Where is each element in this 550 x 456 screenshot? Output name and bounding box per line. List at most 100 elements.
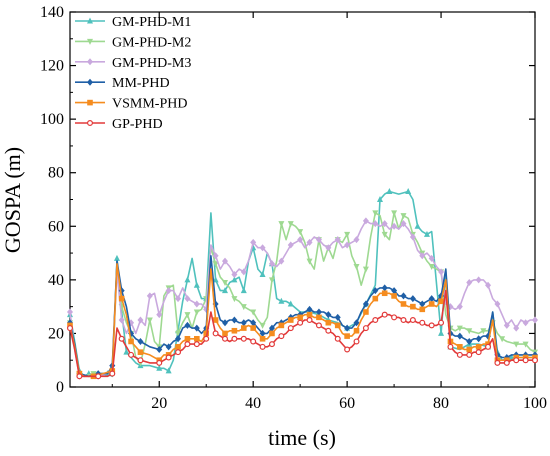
data-point <box>325 244 332 252</box>
data-point <box>381 284 388 292</box>
legend-label: VSMM-PHD <box>112 97 187 112</box>
data-point <box>419 306 426 313</box>
data-point <box>428 322 435 329</box>
legend-marker <box>87 99 93 106</box>
data-point <box>156 364 163 371</box>
data-point <box>499 336 506 343</box>
y-tick-label: 140 <box>40 4 64 21</box>
data-point <box>344 333 350 339</box>
data-point <box>250 238 257 246</box>
data-point <box>353 327 360 334</box>
data-point <box>137 349 144 355</box>
data-point <box>259 322 266 329</box>
data-point <box>381 311 388 318</box>
y-tick-label: 120 <box>40 58 64 75</box>
data-point <box>278 322 285 329</box>
data-point <box>391 222 398 230</box>
legend-label: GM-PHD-M2 <box>112 35 191 50</box>
data-point <box>240 268 247 276</box>
data-point <box>316 314 322 321</box>
data-point <box>118 316 125 324</box>
data-point <box>419 252 426 260</box>
series-gm-phd-m3 <box>67 217 538 380</box>
data-point <box>287 241 294 249</box>
data-point <box>353 338 360 345</box>
data-point <box>193 300 200 308</box>
x-tick-label: 100 <box>523 395 547 412</box>
data-point <box>362 266 369 273</box>
data-point <box>222 257 228 265</box>
data-point <box>344 241 351 249</box>
data-point <box>306 258 313 265</box>
data-point <box>231 296 238 303</box>
data-point <box>259 335 266 342</box>
data-point <box>456 332 463 340</box>
data-point <box>137 316 144 324</box>
data-point <box>165 287 172 295</box>
data-point <box>250 319 257 327</box>
y-tick-label: 40 <box>48 272 64 289</box>
data-point <box>203 335 210 342</box>
data-point <box>231 335 238 342</box>
data-point <box>344 324 351 332</box>
legend-label: GM-PHD-M1 <box>112 15 191 30</box>
data-point <box>123 348 130 355</box>
data-point <box>76 373 83 380</box>
data-point <box>400 292 407 300</box>
data-point <box>466 346 473 353</box>
data-point <box>381 220 388 228</box>
data-point <box>184 335 191 342</box>
data-point <box>212 261 219 268</box>
data-point <box>325 311 332 319</box>
data-point <box>475 276 482 284</box>
series-gp-phd <box>66 289 538 380</box>
data-point <box>212 317 219 323</box>
data-point <box>278 257 285 265</box>
x-tick-label: 80 <box>433 395 449 412</box>
data-point <box>334 322 341 329</box>
data-point <box>334 236 341 244</box>
x-tick-label: 20 <box>151 395 167 412</box>
legend-item: GM-PHD-M2 <box>75 35 191 50</box>
data-point <box>400 317 407 324</box>
data-point <box>175 349 182 356</box>
data-point <box>344 231 351 238</box>
data-point <box>137 337 144 345</box>
data-point <box>278 333 285 340</box>
data-point <box>513 341 520 348</box>
data-point <box>222 319 228 327</box>
data-point <box>315 322 322 329</box>
data-point <box>297 319 304 326</box>
data-point <box>128 351 135 358</box>
legend-marker <box>87 38 93 45</box>
data-point <box>165 367 172 374</box>
data-point <box>193 309 200 316</box>
data-point <box>405 187 412 194</box>
data-point <box>259 271 266 277</box>
data-point <box>400 220 407 228</box>
data-point <box>315 236 322 244</box>
data-point <box>118 335 125 342</box>
data-point <box>381 231 388 238</box>
data-point <box>428 263 435 270</box>
data-point <box>287 317 294 323</box>
data-point <box>447 343 454 350</box>
data-point <box>363 309 369 315</box>
data-point <box>362 217 369 225</box>
data-point <box>372 210 379 217</box>
data-point <box>410 303 416 310</box>
data-point <box>466 279 473 287</box>
data-point <box>67 308 73 316</box>
data-point <box>222 335 229 342</box>
data-point <box>156 359 163 366</box>
data-point <box>372 295 379 302</box>
data-point <box>259 329 266 337</box>
legend-item: GP-PHD <box>75 117 163 132</box>
data-point <box>428 301 435 307</box>
data-point <box>175 335 182 343</box>
data-point <box>287 325 294 332</box>
data-point <box>212 252 219 260</box>
data-point <box>118 295 125 302</box>
data-point <box>428 254 435 262</box>
